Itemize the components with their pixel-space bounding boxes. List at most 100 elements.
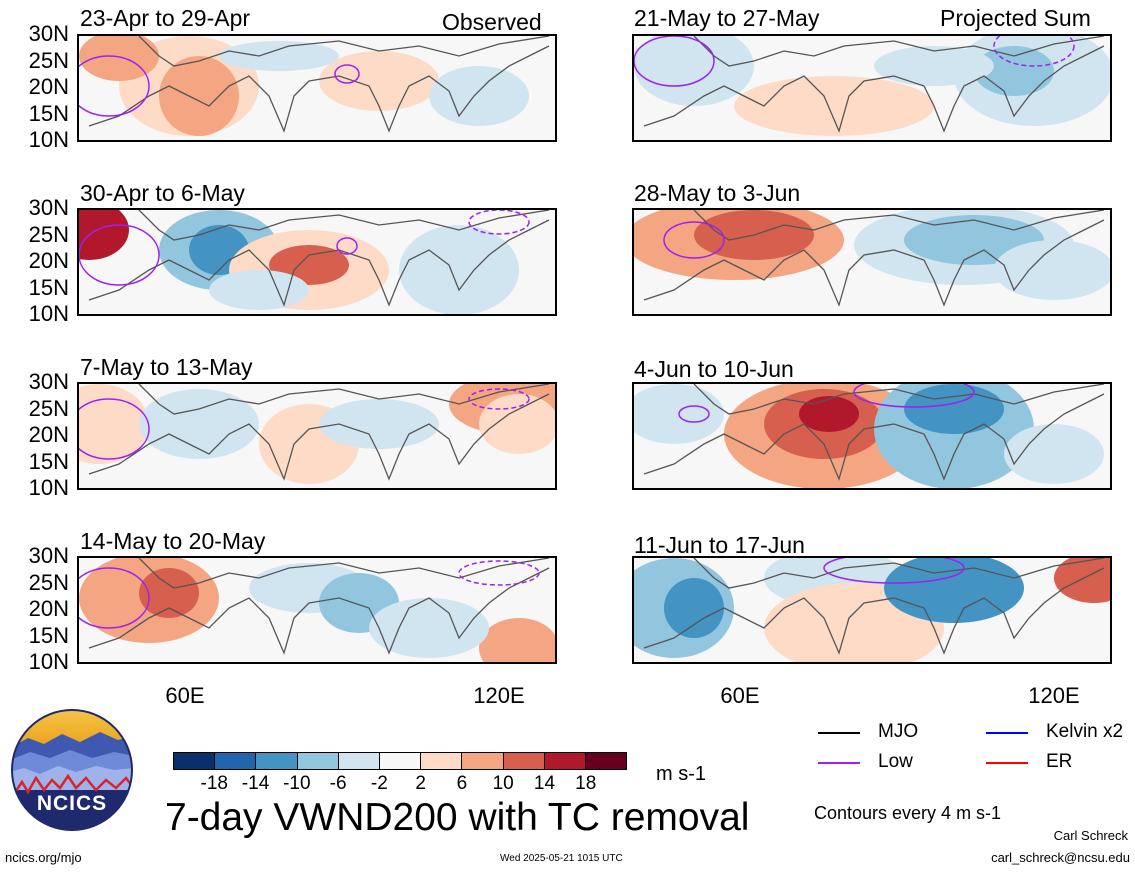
colorbar-swatch bbox=[421, 753, 463, 769]
colorbar-tick-label: -14 bbox=[241, 773, 270, 794]
colorbar-swatch bbox=[174, 753, 216, 769]
colorbar-tick-label: -2 bbox=[370, 773, 388, 794]
legend-line-mjo bbox=[818, 732, 860, 734]
panel-title-6: 28-May to 3-Jun bbox=[634, 180, 801, 206]
lat-label: 30N bbox=[28, 543, 69, 568]
low-contour bbox=[79, 398, 150, 460]
low-contour bbox=[468, 210, 530, 235]
main-title: 7-day VWND200 with TC removal bbox=[165, 796, 750, 839]
low-contour bbox=[823, 558, 965, 584]
lat-label: 25N bbox=[28, 569, 69, 595]
low-contour bbox=[634, 36, 715, 87]
colorbar-tick-label: 14 bbox=[533, 773, 556, 794]
map-panel-2 bbox=[77, 208, 557, 316]
lat-label: 15N bbox=[28, 100, 69, 126]
low-contour bbox=[79, 224, 160, 286]
footer-email[interactable]: carl_schreck@ncsu.edu bbox=[991, 850, 1130, 865]
lat-label: 15N bbox=[28, 448, 69, 474]
low-contour bbox=[79, 55, 150, 117]
map-field bbox=[634, 210, 1110, 314]
lon-label-60e-right: 60E bbox=[720, 683, 760, 708]
coastline bbox=[643, 219, 1105, 307]
anomaly-shading bbox=[734, 76, 934, 136]
colorbar-tick-label: -10 bbox=[283, 773, 311, 794]
lat-label: 10N bbox=[28, 475, 69, 500]
map-panel-1 bbox=[77, 34, 557, 142]
anomaly-shading bbox=[319, 51, 439, 111]
coastline bbox=[693, 384, 1105, 415]
colorbar-units: m s-1 bbox=[656, 763, 706, 785]
anomaly-shading bbox=[429, 66, 529, 126]
colorbar-swatch bbox=[379, 753, 422, 769]
colorbar-tick-label: 10 bbox=[492, 773, 514, 794]
colorbar-tick-label: 2 bbox=[415, 773, 426, 794]
map-panel-8 bbox=[632, 556, 1112, 664]
anomaly-shading bbox=[399, 225, 519, 314]
anomaly-shading bbox=[319, 399, 439, 449]
low-contour bbox=[853, 384, 975, 408]
coastline bbox=[138, 210, 550, 241]
lat-label: 30N bbox=[28, 195, 69, 220]
low-contour bbox=[993, 36, 1075, 67]
legend-label-low: Low bbox=[878, 751, 913, 772]
lat-label: 25N bbox=[28, 221, 69, 247]
coastline bbox=[693, 36, 1105, 67]
panel-label-projected: Projected Sum bbox=[940, 5, 1091, 31]
anomaly-shading bbox=[219, 41, 339, 71]
contours-note: Contours every 4 m s-1 bbox=[814, 803, 1002, 823]
lat-label: 20N bbox=[28, 248, 69, 273]
map-field bbox=[79, 210, 555, 314]
colorbar-tick-label: -18 bbox=[200, 773, 228, 794]
lat-label: 10N bbox=[28, 301, 69, 326]
colorbar-swatch bbox=[297, 753, 339, 769]
low-contour bbox=[678, 405, 710, 423]
panel-title-3: 7-May to 13-May bbox=[80, 354, 253, 380]
coastline bbox=[643, 567, 1105, 655]
colorbar-swatch bbox=[462, 753, 504, 769]
anomaly-shading bbox=[874, 46, 994, 86]
coastline bbox=[138, 558, 550, 589]
coastline bbox=[693, 210, 1105, 241]
legend-label-er: ER bbox=[1046, 751, 1073, 772]
legend-label-kelvin: Kelvin x2 bbox=[1046, 721, 1124, 742]
lat-label: 30N bbox=[28, 369, 69, 394]
anomaly-shading bbox=[479, 618, 555, 662]
map-panel-3 bbox=[77, 382, 557, 490]
lat-label: 25N bbox=[28, 395, 69, 421]
legend-label-mjo: MJO bbox=[878, 721, 919, 742]
anomaly-shading bbox=[904, 384, 1004, 434]
anomaly-shading bbox=[79, 36, 159, 81]
anomaly-shading bbox=[79, 210, 129, 260]
coastline bbox=[138, 384, 550, 415]
lat-label: 10N bbox=[28, 649, 69, 674]
map-field bbox=[79, 36, 555, 140]
map-field bbox=[79, 558, 555, 662]
panel-title-7: 4-Jun to 10-Jun bbox=[634, 356, 794, 382]
coastline bbox=[138, 36, 550, 67]
panel-title-5: 21-May to 27-May bbox=[634, 5, 820, 31]
map-field bbox=[79, 384, 555, 488]
colorbar-swatch bbox=[544, 753, 586, 769]
coastline bbox=[693, 558, 1105, 589]
lat-label: 20N bbox=[28, 596, 69, 621]
low-contour bbox=[468, 388, 530, 410]
colorbar-tick-label: 6 bbox=[456, 773, 468, 794]
coastline bbox=[88, 219, 550, 307]
panel-label-observed: Observed bbox=[442, 9, 542, 35]
anomaly-shading bbox=[994, 240, 1110, 300]
anomaly-shading bbox=[1004, 424, 1104, 484]
panel-title-8: 11-Jun to 17-Jun bbox=[634, 532, 805, 558]
map-panel-7 bbox=[632, 382, 1112, 490]
low-contour bbox=[334, 64, 360, 84]
anomaly-shading bbox=[369, 598, 489, 658]
anomaly-shading bbox=[1054, 558, 1110, 603]
footer-url[interactable]: ncics.org/mjo bbox=[5, 850, 82, 865]
low-contour bbox=[79, 567, 150, 629]
lat-label: 20N bbox=[28, 422, 69, 447]
legend-line-kelvin bbox=[986, 732, 1028, 734]
coastline bbox=[88, 567, 550, 655]
colorbar-swatch bbox=[256, 753, 298, 769]
ncics-logo: NCICS bbox=[10, 708, 134, 832]
coastline bbox=[643, 393, 1105, 481]
map-field bbox=[634, 384, 1110, 488]
